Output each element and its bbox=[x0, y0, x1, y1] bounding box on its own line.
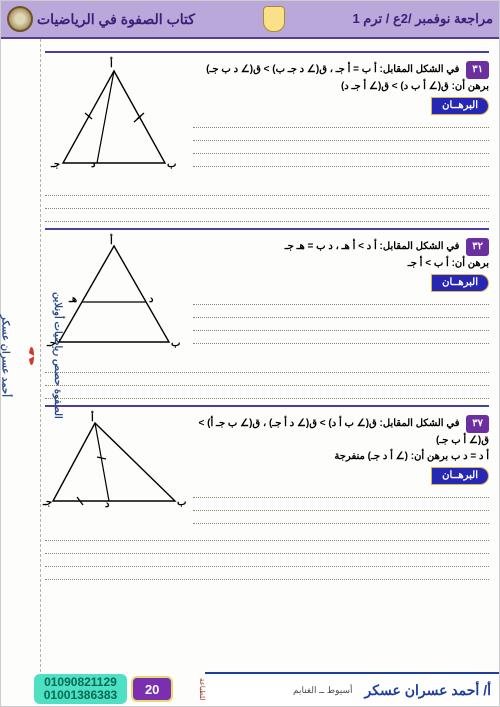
answer-line bbox=[193, 511, 489, 524]
question-prove: أ د = د ب برهن أن: (∠ أ د جـ) منفرجة bbox=[193, 449, 489, 465]
school-logo-icon bbox=[7, 6, 33, 32]
youtube-icon: ▸ bbox=[29, 347, 35, 365]
page-footer: أ/ أحمد عسران عسكر أسيوط ــ الغنايم للطب… bbox=[1, 672, 499, 706]
answer-label: البرهــان bbox=[431, 97, 489, 115]
answer-line bbox=[45, 554, 489, 567]
answer-line bbox=[45, 196, 489, 209]
divider bbox=[45, 228, 489, 230]
answer-line bbox=[45, 209, 489, 222]
vertex-label: ب bbox=[167, 159, 176, 170]
phone-block: 01090821129 01001386383 bbox=[34, 674, 127, 704]
answer-line bbox=[193, 318, 489, 331]
answer-line bbox=[193, 128, 489, 141]
question-prove: برهن أن: ق(∠ أ ب د) > ق(∠ أ جـ د) bbox=[193, 79, 489, 95]
answer-line bbox=[193, 141, 489, 154]
review-title: مراجعة نوفمبر /2ع / ترم 1 bbox=[352, 11, 493, 27]
answer-line bbox=[193, 292, 489, 305]
vertex-label: هـ bbox=[69, 294, 77, 305]
answer-line bbox=[193, 305, 489, 318]
author-city: أسيوط ــ الغنايم bbox=[293, 685, 353, 696]
question-given: في الشكل المقابل: أ د > أ هـ ، د ب = هـ … bbox=[285, 241, 460, 252]
vertex-label: أ bbox=[110, 236, 113, 247]
answer-line bbox=[193, 115, 489, 128]
divider bbox=[45, 405, 489, 407]
answer-line bbox=[45, 528, 489, 541]
answer-line bbox=[193, 485, 489, 498]
author-name: أ/ أحمد عسران عسكر bbox=[365, 682, 491, 699]
question-given: في الشكل المقابل: ق(∠ ب أ د) > ق(∠ د أ ج… bbox=[199, 418, 489, 446]
phone-1: 01090821129 bbox=[44, 675, 117, 689]
vertex-label: ب bbox=[177, 497, 186, 508]
question-number: ٣٢ bbox=[466, 238, 489, 256]
side-strip: الصفوة حصص رياضيات أونلاين ▸ أحمد عسران … bbox=[1, 39, 41, 672]
question-number: ٣١ bbox=[466, 61, 489, 79]
answer-line bbox=[193, 331, 489, 344]
side-text-2: أحمد عسران عسكر bbox=[0, 315, 11, 397]
page-header: مراجعة نوفمبر /2ع / ترم 1 كتاب الصفوة في… bbox=[1, 1, 499, 39]
answer-label: البرهــان bbox=[431, 467, 489, 485]
problem-block: ٣٧ في الشكل المقابل: ق(∠ ب أ د) > ق(∠ د … bbox=[45, 415, 489, 524]
geometry-figure: أ ب جـ د bbox=[45, 61, 183, 179]
answer-line bbox=[45, 567, 489, 580]
vertex-label: د bbox=[149, 294, 153, 305]
phone-2: 01001386383 bbox=[44, 688, 117, 702]
divider bbox=[45, 51, 489, 53]
answer-label: البرهــان bbox=[431, 274, 489, 292]
page-number: 20 bbox=[131, 676, 173, 702]
question-prove: برهن أن: أ ب > أ جـ bbox=[193, 256, 489, 272]
answer-line bbox=[45, 541, 489, 554]
answer-line bbox=[193, 154, 489, 167]
vertex-label: ب bbox=[171, 338, 180, 349]
geometry-figure: أ ب جـ د هـ bbox=[45, 238, 183, 356]
vertex-label: جـ bbox=[51, 159, 60, 170]
vertex-label: د bbox=[105, 499, 109, 510]
footer-left: للطباعة 20 01090821129 01001386383 bbox=[1, 672, 205, 706]
question-given: في الشكل المقابل: أ ب = أ جـ ، ق(∠ د جـ … bbox=[206, 64, 459, 75]
vertex-label: أ bbox=[110, 59, 113, 70]
print-stamp: للطباعة bbox=[177, 676, 205, 702]
page-body: ٣١ في الشكل المقابل: أ ب = أ جـ ، ق(∠ د … bbox=[39, 39, 499, 672]
vertex-label: د bbox=[91, 159, 95, 170]
answer-line bbox=[45, 386, 489, 399]
book-title: كتاب الصفوة في الرياضيات bbox=[37, 11, 195, 28]
answer-line bbox=[45, 183, 489, 196]
book-title-wrap: كتاب الصفوة في الرياضيات bbox=[7, 6, 195, 32]
geometry-figure: أ ب جـ د bbox=[45, 415, 183, 515]
author-block: أ/ أحمد عسران عسكر أسيوط ــ الغنايم bbox=[205, 672, 499, 706]
answer-line bbox=[45, 360, 489, 373]
mascot-icon bbox=[263, 6, 285, 32]
problem-block: ٣١ في الشكل المقابل: أ ب = أ جـ ، ق(∠ د … bbox=[45, 61, 489, 179]
vertex-label: جـ bbox=[43, 497, 52, 508]
vertex-label: جـ bbox=[47, 338, 56, 349]
answer-line bbox=[45, 373, 489, 386]
answer-line bbox=[193, 498, 489, 511]
vertex-label: أ bbox=[91, 413, 94, 424]
question-number: ٣٧ bbox=[466, 415, 489, 433]
problem-block: ٣٢ في الشكل المقابل: أ د > أ هـ ، د ب = … bbox=[45, 238, 489, 356]
